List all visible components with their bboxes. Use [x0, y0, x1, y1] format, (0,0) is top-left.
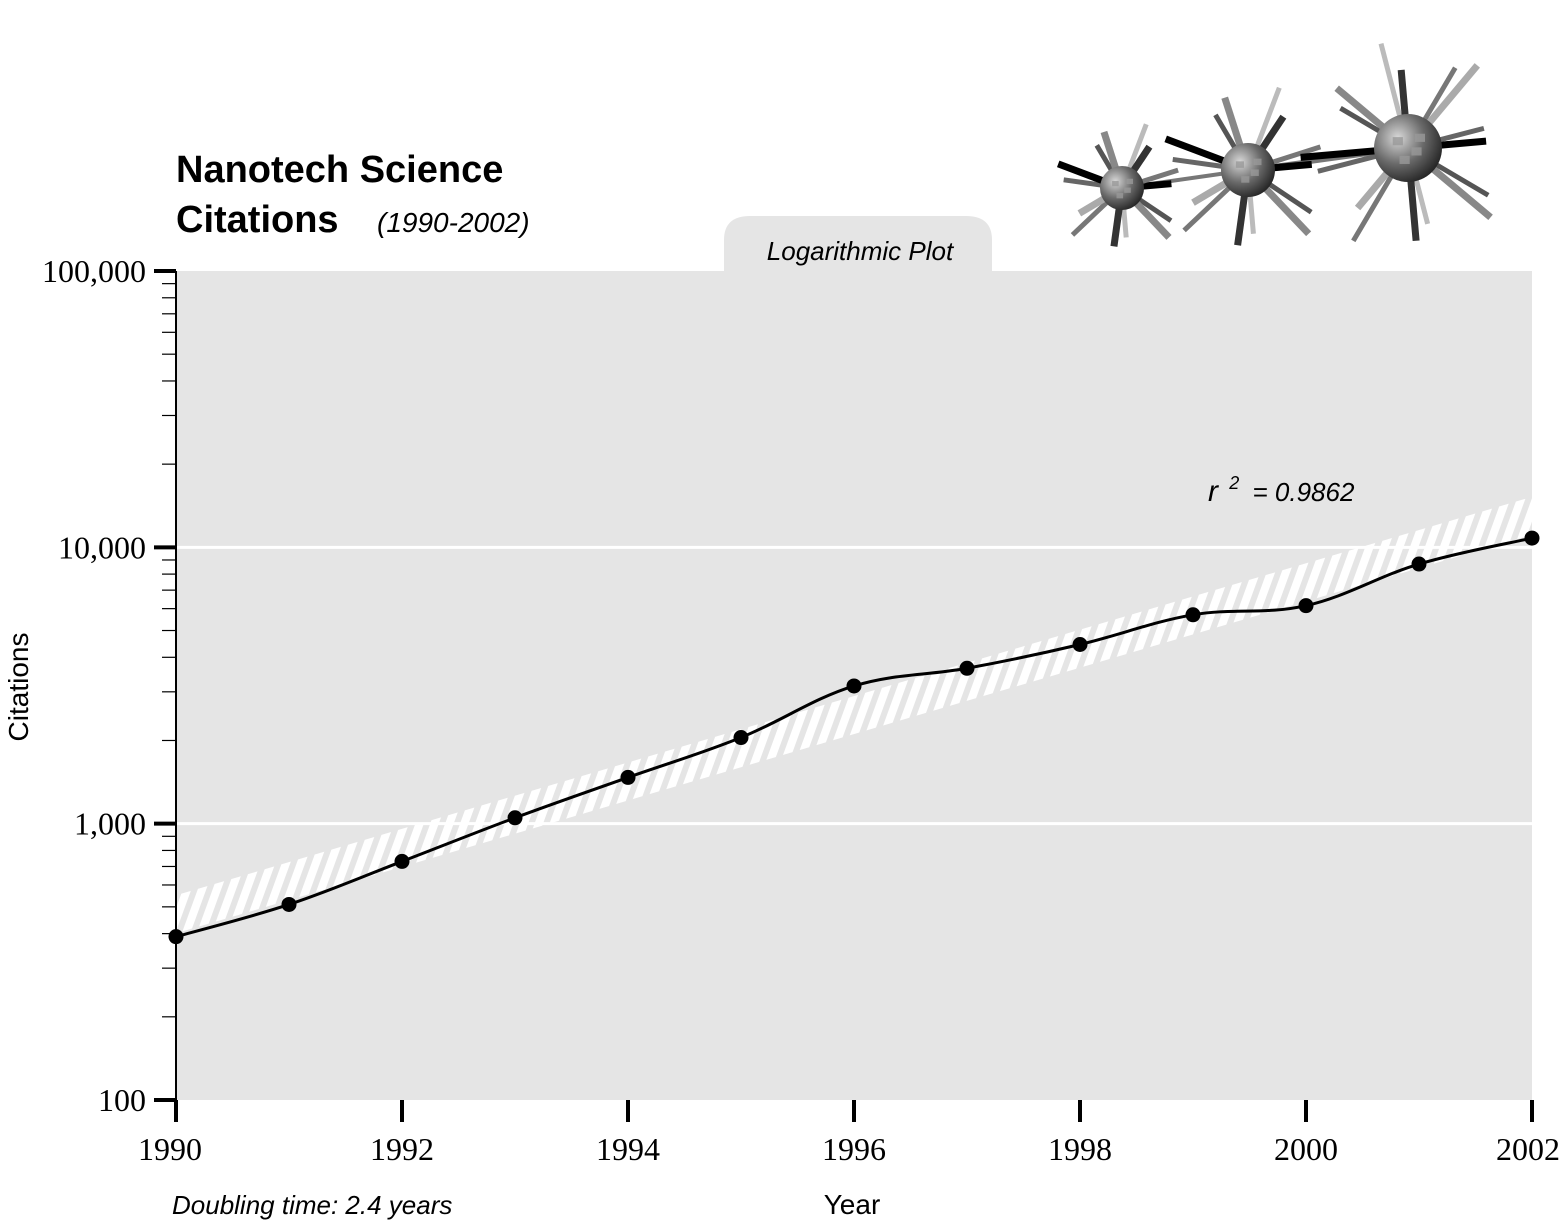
r-squared-annotation: r 2 = 0.9862 [1208, 465, 1355, 508]
x-axis-title: Year [824, 1189, 881, 1220]
x-tick-label-1990: 1990 [138, 1131, 202, 1167]
x-tick-label-2000: 2000 [1274, 1131, 1338, 1167]
x-tick-label-1992: 1992 [370, 1131, 434, 1167]
data-point-2000 [1298, 598, 1314, 614]
y-tick-label-100: 100 [98, 1082, 146, 1118]
x-tick-label-1998: 1998 [1048, 1131, 1112, 1167]
chart-subtitle: (1990-2002) [377, 207, 530, 238]
data-point-1995 [733, 730, 749, 746]
data-point-1992 [394, 853, 410, 869]
plot-label-tab [724, 216, 992, 271]
doubling-time-note: Doubling time: 2.4 years [172, 1190, 452, 1220]
data-point-1996 [846, 678, 862, 694]
nanoparticle-icon [1056, 123, 1179, 247]
data-point-1993 [507, 810, 523, 826]
y-tick-label-10000: 10,000 [58, 529, 146, 565]
data-point-1994 [620, 769, 636, 785]
y-tick-label-100000: 100,000 [42, 253, 146, 289]
data-point-2002 [1524, 530, 1540, 546]
x-tick-label-1994: 1994 [596, 1131, 660, 1167]
x-tick-label-1996: 1996 [822, 1131, 886, 1167]
plot-label: Logarithmic Plot [767, 236, 955, 266]
data-point-1991 [281, 896, 297, 912]
nanoparticle-icon [1164, 86, 1322, 246]
chart-title-line1: Nanotech Science [176, 149, 503, 191]
data-point-2001 [1411, 556, 1427, 572]
data-point-1997 [959, 660, 975, 676]
y-axis-title: Citations [3, 633, 34, 742]
nanoparticle-icon [1300, 43, 1493, 243]
data-point-1998 [1072, 637, 1088, 653]
axes: 100 1,000 10,000 100,000 1990 1992 1994 1996 199… [42, 253, 1560, 1167]
chart-title-line2: Citations [176, 199, 339, 241]
x-tick-label-2002: 2002 [1496, 1131, 1560, 1167]
y-tick-label-1000: 1,000 [74, 806, 146, 842]
data-point-1999 [1185, 607, 1201, 623]
gridlines [176, 545, 1532, 826]
data-series [168, 530, 1540, 945]
nanoparticle-illustration [1056, 43, 1493, 247]
